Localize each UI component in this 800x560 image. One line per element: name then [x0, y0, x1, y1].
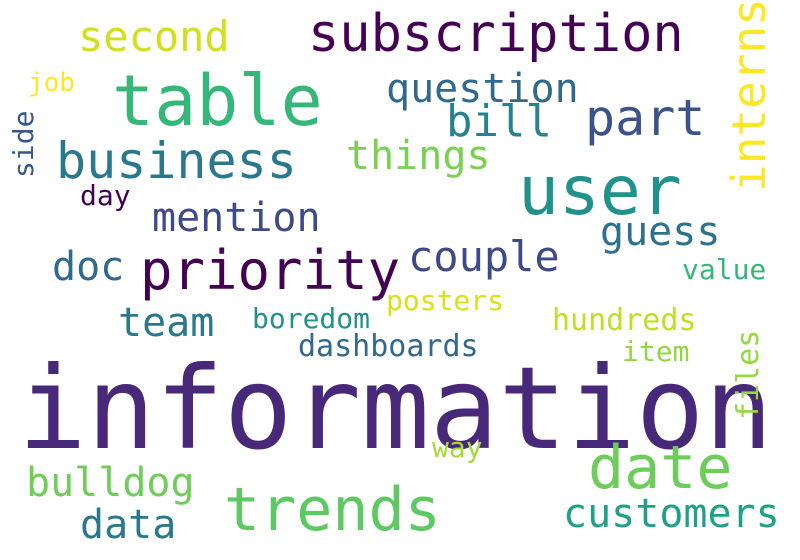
word-guess: guess — [600, 209, 721, 255]
word-interns: interns — [722, 0, 776, 192]
word-files: files — [731, 329, 766, 420]
word-doc: doc — [52, 244, 125, 290]
word-part: part — [585, 89, 706, 147]
word-question: question — [386, 66, 579, 112]
word-item: item — [622, 335, 690, 368]
word-side: side — [7, 110, 40, 178]
word-bill: bill — [446, 96, 552, 147]
word-trends: trends — [224, 475, 441, 545]
word-boredom: boredom — [252, 302, 371, 335]
word-priority: priority — [140, 239, 401, 302]
word-hundreds: hundreds — [552, 303, 697, 338]
word-table: table — [112, 60, 323, 142]
word-mention: mention — [152, 195, 321, 241]
word-second: second — [78, 12, 230, 61]
word-information: information — [18, 342, 773, 475]
word-things: things — [346, 133, 491, 179]
word-day: day — [80, 179, 131, 212]
word-way: way — [432, 431, 483, 464]
word-team: team — [118, 300, 215, 346]
word-user: user — [518, 152, 682, 231]
word-couple: couple — [408, 232, 560, 281]
word-bulldog: bulldog — [26, 460, 195, 506]
word-subscription: subscription — [308, 4, 684, 64]
word-value: value — [682, 253, 767, 286]
word-dashboards: dashboards — [298, 329, 479, 364]
word-data: data — [80, 502, 177, 548]
word-date: date — [588, 433, 733, 503]
word-business: business — [56, 132, 297, 190]
word-job: job — [28, 68, 75, 98]
word-posters: posters — [386, 284, 505, 317]
word-customers: customers — [563, 491, 780, 537]
